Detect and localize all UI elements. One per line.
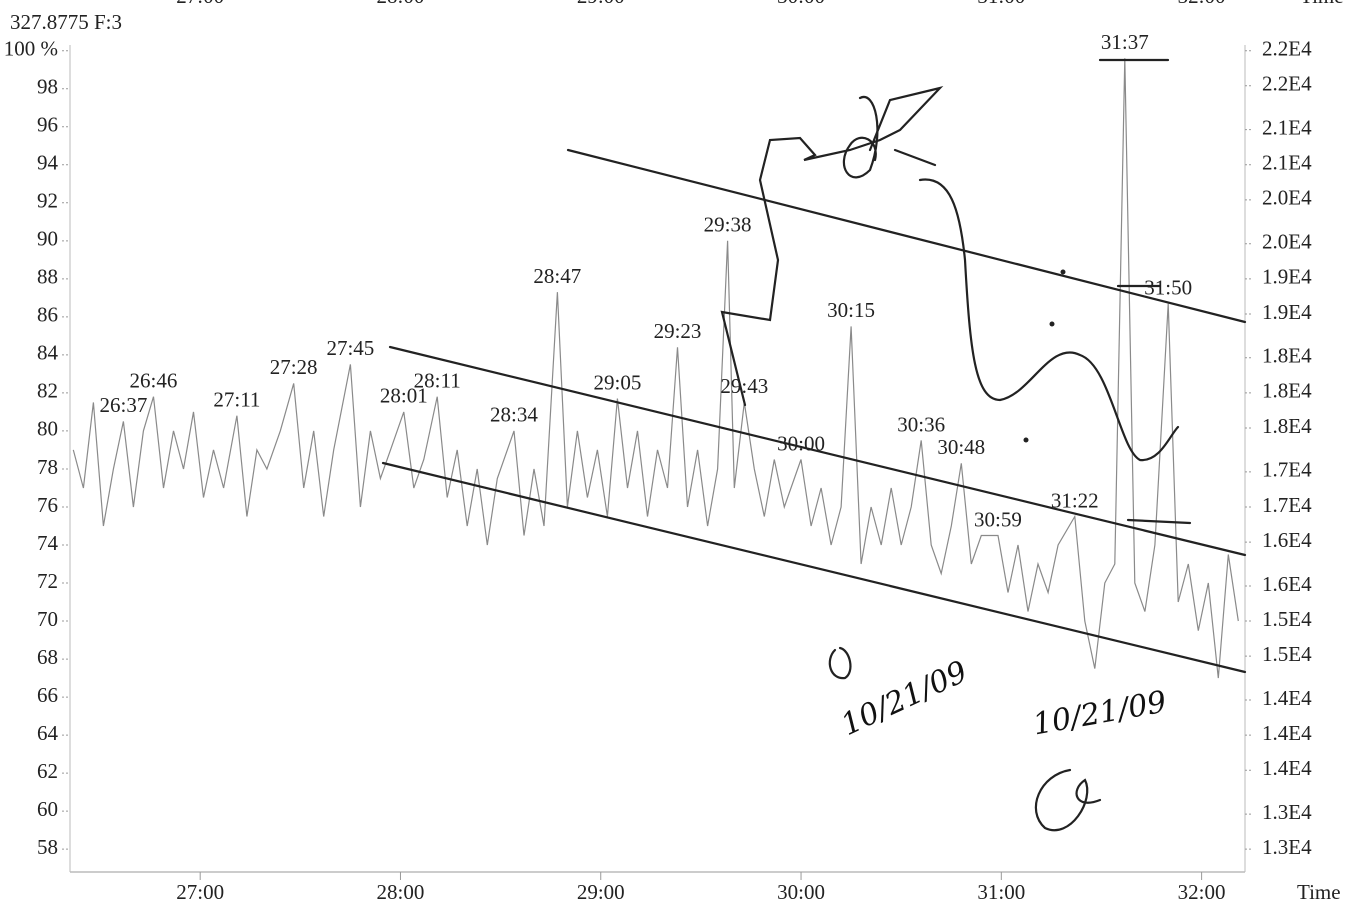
dot — [1023, 437, 1029, 443]
handwritten-date: 10/21/09 — [1030, 685, 1169, 743]
y-tick-label: 90 — [37, 227, 58, 251]
y2-tick-label: 2.2E4 — [1262, 72, 1312, 96]
x-tick-label-top: 29:00 — [577, 0, 625, 8]
peak-label: 27:28 — [270, 355, 318, 379]
x-tick-label: 30:00 — [777, 880, 825, 904]
y-tick-label: 70 — [37, 607, 58, 631]
y-tick-label: 66 — [37, 683, 58, 707]
peak-label: 29:43 — [720, 374, 768, 398]
scribble — [1034, 768, 1102, 832]
y2-tick-label: 2.0E4 — [1262, 186, 1312, 210]
y2-tick-label: 1.3E4 — [1262, 835, 1312, 859]
y2-tick-label: 2.1E4 — [1262, 115, 1312, 139]
scribble — [842, 95, 879, 179]
y2-tick-label: 1.4E4 — [1262, 686, 1312, 710]
peak-label: 27:45 — [326, 336, 374, 360]
x-tick-label: 32:00 — [1178, 880, 1226, 904]
y2-tick-label: 1.8E4 — [1262, 344, 1312, 368]
y-tick-label: 88 — [37, 265, 58, 289]
y2-tick-label: 1.9E4 — [1262, 265, 1312, 289]
y-tick-label: 78 — [37, 455, 58, 479]
peak-label: 29:38 — [704, 213, 752, 237]
y-tick-label: 60 — [37, 797, 58, 821]
peak-label: 28:11 — [414, 369, 461, 393]
x-tick-label-top: 31:00 — [977, 0, 1025, 8]
chart-header: 327.8775 F:3 — [10, 10, 122, 34]
y2-tick-label: 1.7E4 — [1262, 458, 1312, 482]
y-tick-label: 72 — [37, 569, 58, 593]
peak-label: 31:50 — [1144, 275, 1192, 299]
peak-label: 31:37 — [1101, 30, 1149, 54]
y2-tick-label: 1.5E4 — [1262, 642, 1312, 666]
peak-label: 26:46 — [130, 369, 178, 393]
y2-tick-label: 1.6E4 — [1262, 572, 1312, 596]
peak-label: 31:22 — [1051, 488, 1099, 512]
x-tick-label-top: 32:00 — [1178, 0, 1226, 8]
y-tick-label: 96 — [37, 113, 58, 137]
scribble — [828, 646, 852, 680]
y-tick-label: 80 — [37, 417, 58, 441]
x-tick-label-top: 28:00 — [377, 0, 425, 8]
x-tick-label: 29:00 — [577, 880, 625, 904]
y-tick-label: 84 — [37, 341, 59, 365]
dot — [1049, 321, 1055, 327]
y-tick-label: 100 % — [4, 37, 58, 61]
trend-line — [388, 345, 1247, 557]
y-tick-label: 76 — [37, 493, 58, 517]
peak-label: 28:01 — [380, 384, 428, 408]
y-tick-label: 92 — [37, 189, 58, 213]
peak-label: 28:47 — [533, 264, 581, 288]
peak-label: 30:15 — [827, 298, 875, 322]
y2-tick-label: 1.5E4 — [1262, 607, 1312, 631]
y2-tick-label: 1.8E4 — [1262, 379, 1312, 403]
x-tick-label: 31:00 — [977, 880, 1025, 904]
y2-tick-label: 1.9E4 — [1262, 300, 1312, 324]
peak-label: 29:23 — [654, 319, 702, 343]
y2-tick-label: 1.4E4 — [1262, 756, 1312, 780]
y2-tick-label: 2.1E4 — [1262, 151, 1312, 175]
y2-tick-label: 1.4E4 — [1262, 721, 1312, 745]
x-axis-label-top: Time — [1300, 0, 1344, 8]
trend-line — [566, 148, 1247, 324]
y-tick-label: 86 — [37, 303, 58, 327]
x-tick-label: 28:00 — [377, 880, 425, 904]
peak-label: 30:48 — [937, 435, 985, 459]
y-tick-label: 94 — [37, 151, 59, 175]
peak-label: 30:36 — [897, 412, 945, 436]
y-tick-label: 58 — [37, 835, 58, 859]
y2-tick-label: 1.8E4 — [1262, 414, 1312, 438]
x-tick-label-top: 30:00 — [777, 0, 825, 8]
scribble — [1098, 58, 1192, 525]
x-tick-label: 27:00 — [176, 880, 224, 904]
y2-tick-label: 2.0E4 — [1262, 230, 1312, 254]
plot: 58 60 62 64 66 68 70 72 74 76 78 80 82 84 86 88 90 92 94 96… — [4, 0, 1312, 904]
peak-label: 28:34 — [490, 403, 538, 427]
peak-label: 26:37 — [99, 393, 147, 417]
handwritten-date: 10/21/09 — [836, 654, 973, 743]
y2-tick-label: 2.2E4 — [1262, 37, 1312, 61]
trend-line — [381, 461, 1247, 674]
y-tick-label: 68 — [37, 645, 58, 669]
peak-label: 30:59 — [974, 507, 1022, 531]
y-tick-label: 64 — [37, 721, 59, 745]
y-tick-label: 62 — [37, 759, 58, 783]
x-axis-label: Time — [1297, 880, 1341, 904]
y-tick-label: 82 — [37, 379, 58, 403]
peak-label: 29:05 — [594, 370, 642, 394]
y2-tick-label: 1.7E4 — [1262, 493, 1312, 517]
scribble — [720, 86, 944, 407]
y-tick-label: 98 — [37, 75, 58, 99]
y-tick-label: 74 — [37, 531, 59, 555]
x-tick-label-top: 27:00 — [176, 0, 224, 8]
scribble — [893, 148, 1180, 462]
y2-tick-label: 1.6E4 — [1262, 528, 1312, 552]
peak-label: 27:11 — [213, 388, 260, 412]
data-line — [72, 58, 1239, 679]
dot — [1060, 269, 1066, 275]
y2-tick-label: 1.3E4 — [1262, 800, 1312, 824]
